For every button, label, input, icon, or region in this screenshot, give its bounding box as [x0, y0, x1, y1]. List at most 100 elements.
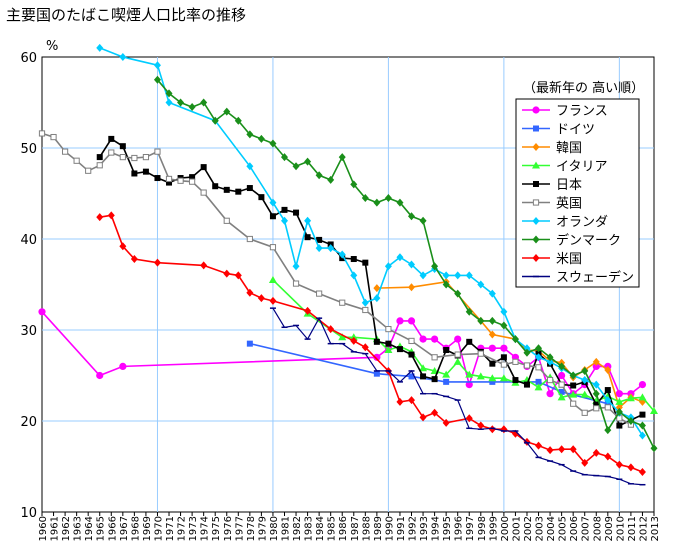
- data-point: [234, 271, 242, 280]
- data-point: [373, 198, 381, 207]
- x-tick-label: 1990: [384, 516, 395, 541]
- x-tick-label: 1973: [188, 516, 199, 541]
- x-tick-label: 1989: [373, 516, 384, 541]
- data-point: [535, 353, 543, 362]
- legend-label: ドイツ: [556, 123, 595, 138]
- data-point: [154, 175, 161, 182]
- data-point: [96, 43, 104, 52]
- y-tick-label: 20: [20, 415, 37, 430]
- data-point: [454, 271, 462, 280]
- x-tick-label: 1966: [107, 516, 118, 541]
- data-point: [488, 330, 496, 339]
- data-point: [257, 294, 265, 303]
- data-point: [327, 175, 335, 184]
- x-tick-label: 1969: [142, 516, 153, 541]
- data-point: [431, 335, 439, 343]
- legend-item: 米国: [522, 252, 582, 267]
- data-point: [154, 148, 161, 155]
- data-point: [431, 262, 439, 271]
- data-point: [385, 340, 392, 347]
- data-point: [512, 358, 519, 365]
- data-point: [85, 167, 92, 174]
- data-point: [96, 213, 104, 222]
- data-point: [38, 130, 46, 137]
- data-point: [419, 216, 427, 225]
- x-tick-label: 1998: [477, 516, 488, 541]
- data-point: [604, 396, 612, 405]
- x-tick-label: 1985: [327, 516, 338, 541]
- x-tick-label: 2011: [627, 516, 638, 541]
- data-point: [269, 198, 277, 207]
- data-point: [223, 107, 231, 116]
- data-point: [431, 376, 438, 383]
- data-point: [361, 343, 369, 352]
- data-point: [546, 353, 554, 362]
- data-point: [465, 271, 473, 280]
- data-point: [454, 335, 462, 343]
- x-tick-label: 2012: [638, 516, 649, 541]
- data-point: [489, 378, 496, 385]
- data-point: [407, 317, 416, 325]
- data-point: [558, 371, 566, 380]
- x-tick-label: 1986: [338, 516, 349, 541]
- y-tick-label: 50: [20, 142, 37, 157]
- data-point: [477, 280, 485, 289]
- data-point: [373, 338, 380, 345]
- data-point: [119, 154, 126, 161]
- legend-label: 米国: [556, 252, 582, 267]
- legend-item: イタリア: [522, 160, 607, 175]
- data-point: [327, 244, 335, 253]
- data-point: [166, 179, 173, 186]
- data-point: [384, 346, 393, 354]
- data-point: [592, 389, 600, 398]
- data-point: [339, 299, 346, 306]
- x-tick-label: 2013: [650, 516, 661, 541]
- data-point: [638, 467, 646, 476]
- legend-item: 韓国: [522, 141, 582, 156]
- data-point: [592, 380, 600, 389]
- x-tick-label: 1997: [465, 516, 476, 541]
- data-point: [604, 452, 612, 461]
- legend-label: フランス: [556, 104, 608, 119]
- x-tick-label: 1964: [84, 516, 95, 541]
- data-point: [604, 404, 611, 411]
- data-point: [626, 394, 635, 402]
- data-point: [315, 244, 323, 253]
- data-point: [476, 372, 485, 380]
- data-point: [304, 157, 312, 166]
- legend-marker: [532, 217, 540, 225]
- data-point: [408, 337, 415, 345]
- data-point: [419, 364, 428, 372]
- data-point: [246, 288, 254, 297]
- data-point: [569, 371, 577, 380]
- data-point: [408, 373, 415, 380]
- x-tick-label: 1968: [130, 516, 141, 541]
- x-tick-label: 1961: [50, 516, 61, 541]
- x-tick-label: 1972: [177, 516, 188, 541]
- y-tick-label: 30: [20, 324, 37, 339]
- data-point: [558, 445, 566, 454]
- data-point: [165, 98, 173, 107]
- x-tick-label: 1970: [153, 516, 164, 541]
- data-point: [546, 357, 554, 366]
- data-point: [627, 463, 635, 472]
- data-point: [177, 177, 184, 184]
- data-point: [373, 370, 380, 377]
- legend-label: スウェーデン: [556, 270, 634, 286]
- data-point: [638, 421, 646, 430]
- data-point: [488, 316, 496, 325]
- x-tick-label: 1975: [211, 516, 222, 541]
- data-point: [420, 373, 427, 380]
- data-point: [454, 289, 462, 298]
- x-tick-label: 1981: [280, 516, 291, 541]
- data-point: [396, 253, 404, 262]
- data-point: [488, 374, 497, 382]
- y-tick-label: 40: [20, 233, 37, 248]
- data-point: [280, 153, 288, 162]
- data-point: [443, 347, 450, 354]
- y-axis-label: %: [46, 39, 58, 54]
- data-point: [119, 143, 126, 150]
- data-point: [315, 171, 323, 180]
- x-tick-label: 1980: [269, 516, 280, 541]
